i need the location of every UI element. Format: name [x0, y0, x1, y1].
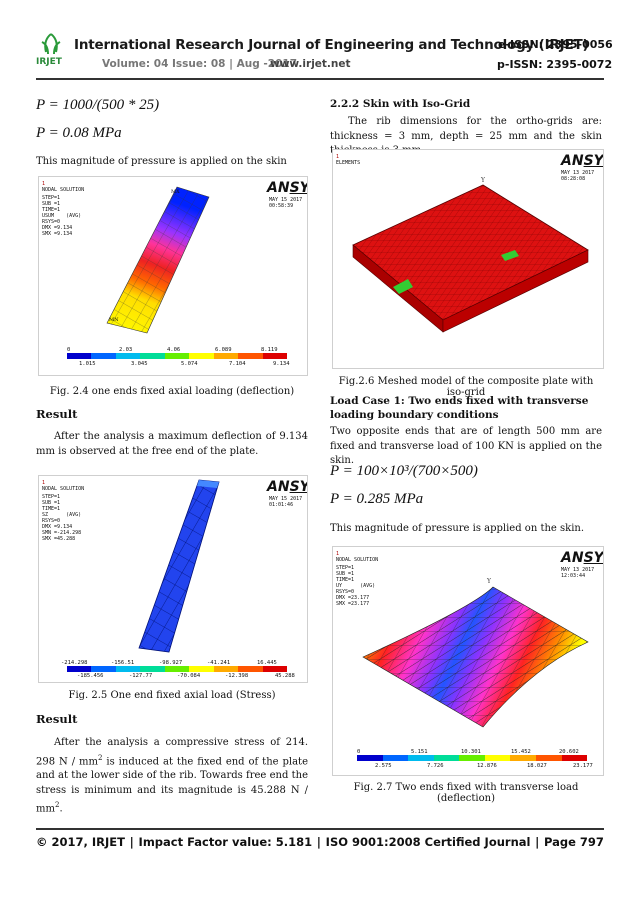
- color-legend: [67, 666, 287, 672]
- mesh-plot: Y: [352, 177, 589, 333]
- legend-label: 6.089: [215, 347, 232, 353]
- figure-caption: Fig. 2.4 one ends fixed axial loading (d…: [49, 386, 295, 397]
- legend-label: 20.602: [559, 749, 579, 755]
- deflection-plot: MX MN: [106, 186, 210, 334]
- color-legend: [67, 353, 287, 359]
- legend-label: -41.241: [207, 660, 231, 666]
- legend-label: 2.03: [119, 347, 133, 353]
- legend-label: -12.398: [225, 673, 249, 679]
- legend-label: 5.074: [181, 361, 198, 367]
- iso-certification: ISO 9001:2008 Certified Journal: [325, 835, 531, 849]
- legend-label: -70.084: [177, 673, 201, 679]
- deflection-plot: Y: [362, 578, 589, 728]
- ansys-logo: ANSYS: [267, 479, 307, 495]
- svg-text:MN: MN: [109, 317, 119, 323]
- paragraph: This magnitude of pressure is applied on…: [330, 523, 585, 534]
- ansys-logo: ANSYS: [561, 153, 604, 169]
- ansys-logo: ANSYS: [267, 180, 307, 196]
- result-heading: Result: [36, 712, 78, 726]
- legend-label: 2.575: [375, 763, 392, 769]
- figure-caption: Fig.2.6 Meshed model of the composite pl…: [338, 376, 594, 398]
- legend-label: -185.456: [77, 673, 104, 679]
- legend-label: 23.177: [573, 763, 593, 769]
- legend-label: 7.726: [427, 763, 444, 769]
- section-heading: 2.2.2 Skin with Iso-Grid: [330, 98, 471, 110]
- legend-label: 12.876: [477, 763, 497, 769]
- equation-pressure: P = 100×10³/(700×500): [330, 463, 478, 479]
- volume-issue: Volume: 04 Issue: 08 | Aug -2017: [102, 58, 297, 70]
- figure-caption: Fig. 2.7 Two ends fixed with transverse …: [353, 782, 579, 804]
- legend-label: 1.015: [79, 361, 96, 367]
- legend-label: 0: [357, 749, 361, 755]
- legend-label: 4.06: [167, 347, 181, 353]
- result-paragraph: After the analysis a maximum deflection …: [36, 431, 308, 457]
- result-paragraph: After the analysis a compressive stress …: [36, 737, 308, 815]
- legend-label: 45.288: [275, 673, 295, 679]
- figure-title: NODAL SOLUTION: [336, 557, 379, 563]
- figure-2-6: 1 ELEMENTS ANSYS MAY 13 2017 08:28:08 Y: [332, 149, 604, 369]
- paragraph: This magnitude of pressure is applied on…: [36, 156, 287, 167]
- eissn: e-ISSN: 2395-0056: [498, 38, 613, 51]
- copyright: © 2017, IRJET: [36, 835, 125, 849]
- logo-text: IRJET: [36, 57, 62, 67]
- result-heading: Result: [36, 407, 78, 421]
- figure-title: ELEMENTS: [336, 160, 361, 166]
- ansys-logo: ANSYS: [561, 550, 604, 566]
- legend-label: 9.134: [273, 361, 290, 367]
- figure-params: STEP=1 SUB =1 TIME=1 SZ (AVG) RSYS=0 DMX…: [42, 494, 82, 542]
- legend-label: 5.151: [411, 749, 428, 755]
- figure-date: MAY 13 2017 08:28:08: [561, 170, 595, 182]
- svg-text:MX: MX: [171, 189, 180, 195]
- legend-label: 8.119: [261, 347, 278, 353]
- figure-title: NODAL SOLUTION: [42, 187, 85, 193]
- page-number: Page 797: [544, 835, 604, 849]
- svg-text:Y: Y: [486, 578, 492, 585]
- legend-label: 15.452: [511, 749, 531, 755]
- figure-title: NODAL SOLUTION: [42, 486, 85, 492]
- legend-label: 10.301: [461, 749, 481, 755]
- legend-label: 3.045: [131, 361, 148, 367]
- website-link[interactable]: www.irjet.net: [270, 58, 351, 70]
- legend-label: -214.298: [61, 660, 88, 666]
- impact-factor: Impact Factor value: 5.181: [138, 835, 313, 849]
- figure-params: STEP=1 SUB =1 TIME=1 USUM (AVG) RSYS=0 D…: [42, 195, 82, 237]
- figure-2-7: 1 NODAL SOLUTION STEP=1 SUB =1 TIME=1 UY…: [332, 546, 604, 776]
- figure-date: MAY 15 2017 00:58:39: [269, 197, 303, 209]
- figure-params: STEP=1 SUB =1 TIME=1 UY (AVG) RSYS=0 DMX…: [336, 565, 376, 607]
- header-divider: [36, 78, 604, 80]
- legend-label: 18.027: [527, 763, 547, 769]
- loadcase-paragraph: Two opposite ends that are of length 500…: [330, 426, 602, 466]
- figure-2-5: 1 NODAL SOLUTION STEP=1 SUB =1 TIME=1 SZ…: [38, 475, 308, 683]
- legend-label: 0: [67, 347, 71, 353]
- legend-label: -98.927: [159, 660, 183, 666]
- legend-label: -127.77: [129, 673, 153, 679]
- equation-pressure: P = 1000/(500 * 25): [36, 97, 160, 113]
- figure-date: MAY 15 2017 01:01:46: [269, 496, 303, 508]
- legend-label: 7.104: [229, 361, 246, 367]
- pissn: p-ISSN: 2395-0072: [497, 58, 613, 71]
- journal-title: International Research Journal of Engine…: [74, 37, 589, 53]
- footer-divider: [36, 828, 604, 830]
- equation-pressure-result: P = 0.285 MPa: [330, 491, 424, 507]
- color-legend: [357, 755, 588, 761]
- stress-plot: [138, 479, 220, 653]
- loadcase-heading: Load Case 1: Two ends fixed with transve…: [330, 395, 589, 421]
- figure-caption: Fig. 2.5 One end fixed axial load (Stres…: [68, 690, 276, 701]
- irjet-logo: [41, 33, 61, 55]
- equation-pressure-result: P = 0.08 MPa: [36, 125, 122, 141]
- figure-2-4: 1 NODAL SOLUTION STEP=1 SUB =1 TIME=1 US…: [38, 176, 308, 376]
- legend-label: -156.51: [111, 660, 135, 666]
- footer: © 2017, IRJET | Impact Factor value: 5.1…: [36, 835, 604, 849]
- svg-text:Y: Y: [480, 177, 486, 184]
- figure-date: MAY 13 2017 12:03:44: [561, 567, 595, 579]
- legend-label: 16.445: [257, 660, 277, 666]
